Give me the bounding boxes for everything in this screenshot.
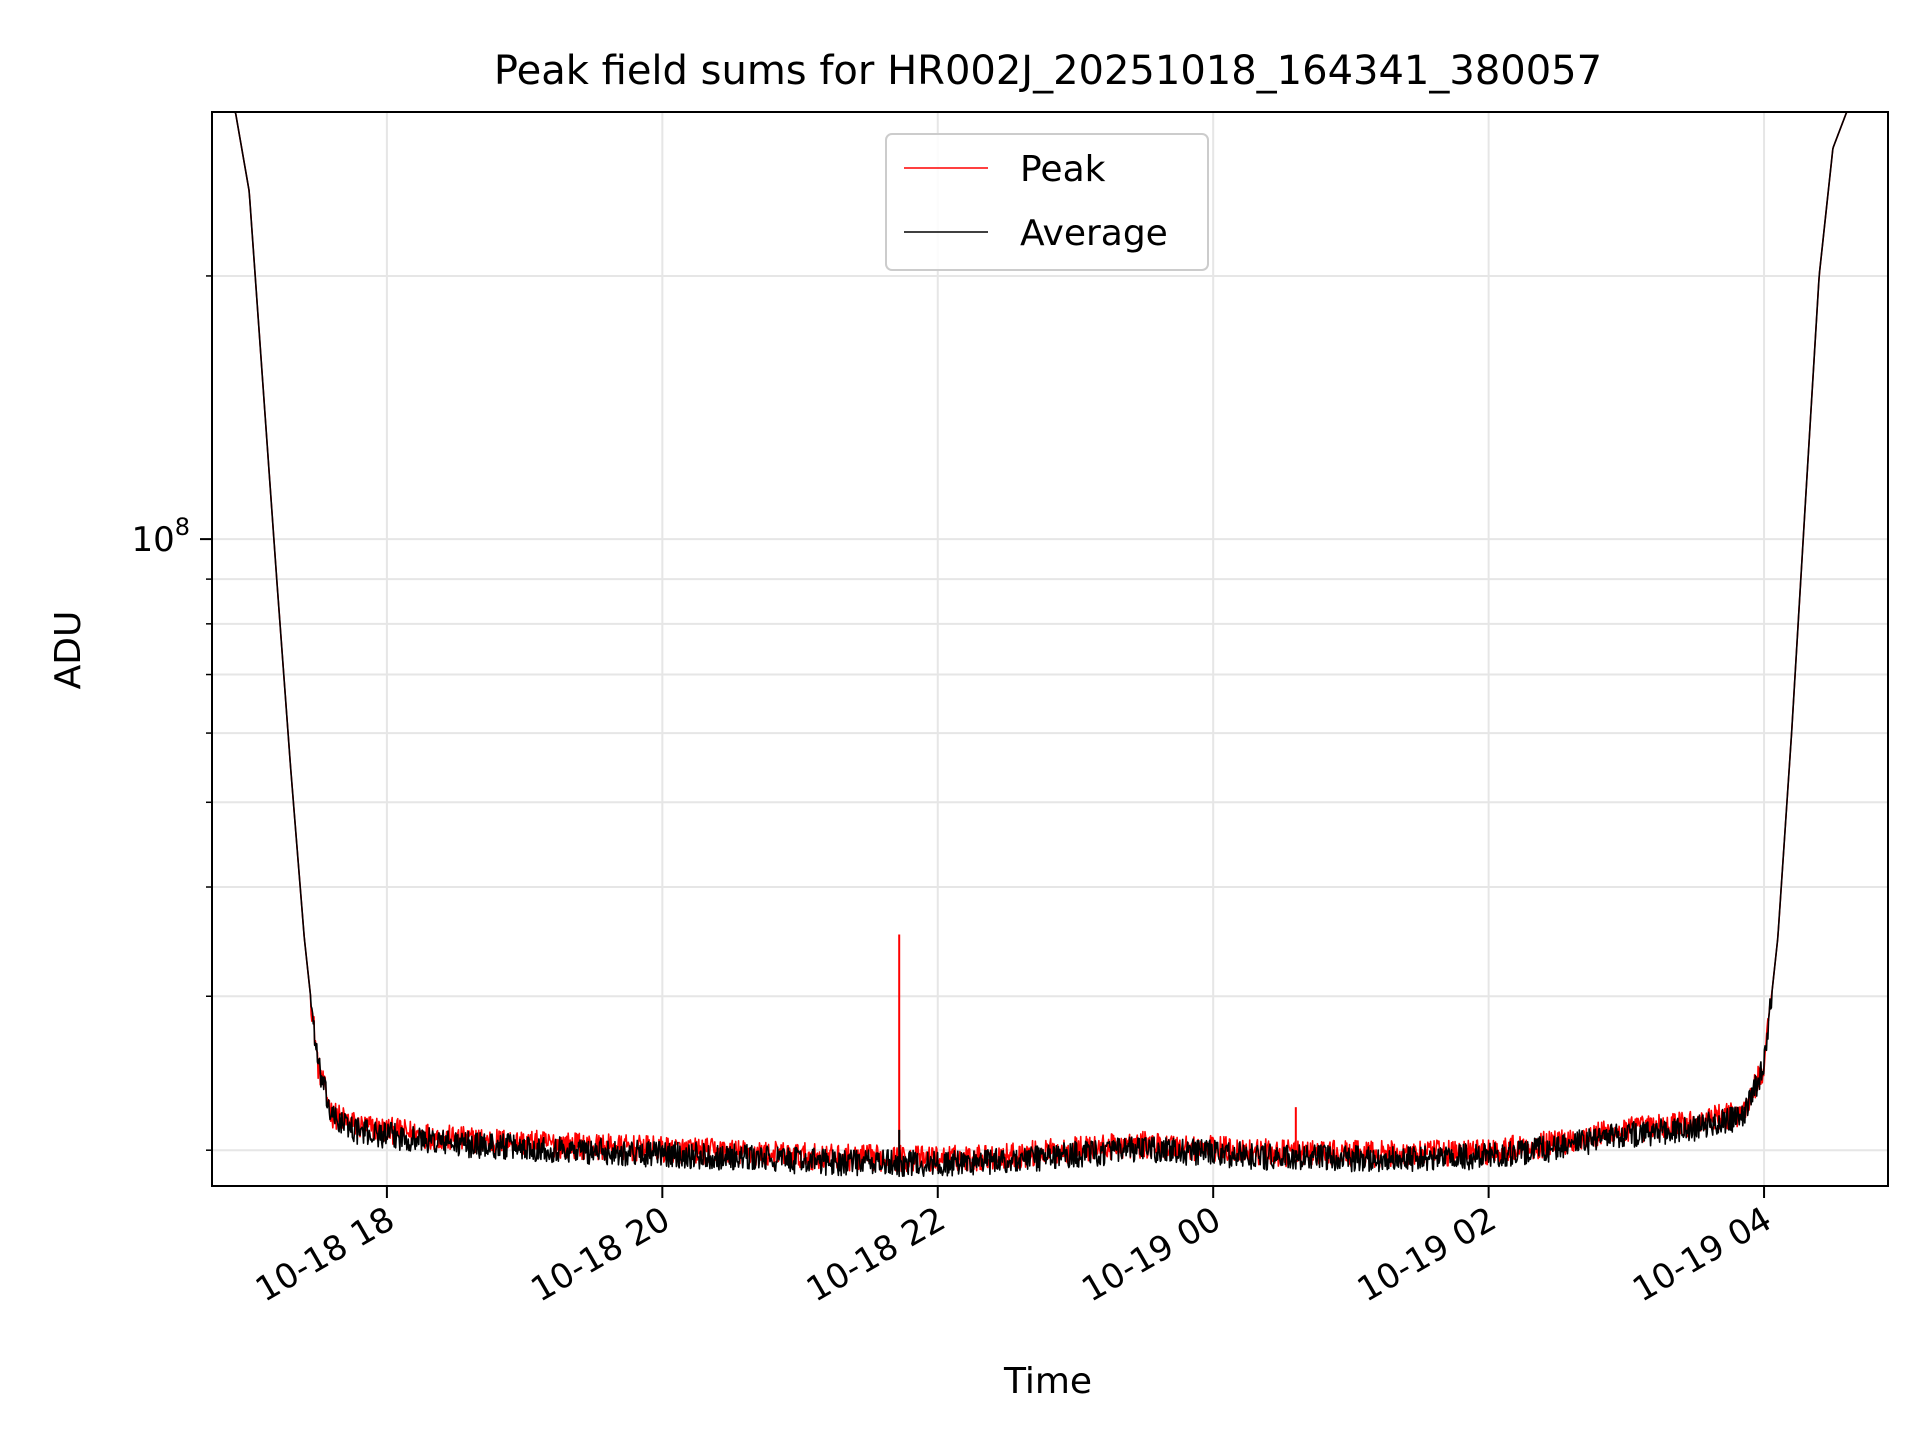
axes-frame	[211, 111, 1889, 1187]
grid	[212, 112, 1888, 1186]
y-axis-label: ADU	[48, 611, 89, 690]
y-tick-label-base: 10	[131, 520, 174, 560]
x-axis-label: Time	[1003, 1361, 1092, 1402]
legend-peak-label: Peak	[1020, 149, 1106, 190]
chart-title: Peak field sums for HR002J_20251018_1643…	[494, 48, 1602, 94]
plot-area	[212, 112, 1888, 1178]
legend-average-label: Average	[1020, 213, 1168, 254]
series-average-line	[212, 112, 1888, 1178]
legend: Peak Average	[885, 133, 1209, 271]
y-tick-label: 108	[131, 513, 190, 560]
y-tick-label-exponent: 8	[175, 513, 190, 541]
